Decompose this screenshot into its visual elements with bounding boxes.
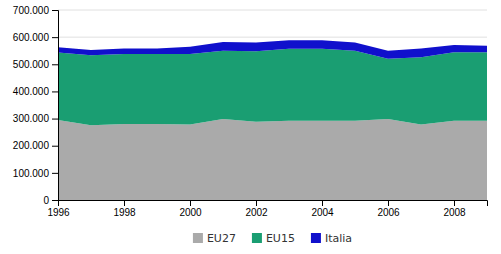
tick: 1996 [47, 200, 70, 218]
tick: 300.000 [13, 113, 58, 124]
tick-label: 600.000 [13, 32, 50, 43]
legend-item: EU15 [252, 232, 295, 245]
tick: 2002 [245, 200, 268, 218]
tick-label: 2008 [443, 207, 466, 218]
x-axis: 1996 1998 2000 2002 2004 2006 2008 [47, 200, 487, 218]
tick-label: 2006 [377, 207, 400, 218]
tick-label: 2000 [179, 207, 202, 218]
grid-line [58, 10, 487, 11]
y-axis: 0 100.000 200.000 300.000 400.000 500.000 600.… [13, 5, 59, 206]
legend-swatch [311, 233, 321, 243]
legend: EU27 EU15 Italia [193, 232, 352, 245]
tick: 700.000 [13, 5, 58, 16]
tick: 2006 [377, 200, 400, 218]
tick-label: 100.000 [13, 168, 50, 179]
tick-mark [388, 200, 389, 206]
tick-mark [52, 119, 58, 120]
legend-item: EU27 [193, 232, 236, 245]
tick-mark [322, 200, 323, 206]
legend-label: EU27 [207, 232, 236, 245]
tick-mark [124, 200, 125, 206]
tick-mark [52, 37, 58, 38]
area [58, 49, 487, 126]
axis-line [52, 11, 59, 201]
area [58, 40, 487, 59]
tick: 600.000 [13, 32, 58, 43]
tick-mark [52, 146, 58, 147]
tick: 2008 [443, 200, 466, 218]
tick-mark [52, 200, 58, 201]
tick: 400.000 [13, 86, 58, 97]
tick-label: 700.000 [13, 5, 50, 16]
tick-label: 0 [43, 195, 49, 206]
tick: 2004 [311, 200, 334, 218]
legend-swatch [193, 233, 203, 243]
tick-label: 300.000 [13, 113, 50, 124]
tick-label: 400.000 [13, 86, 50, 97]
tick: 0 [43, 195, 58, 206]
tick-mark [190, 200, 191, 206]
legend-label: Italia [325, 232, 352, 245]
grid-line [58, 37, 487, 38]
grid [58, 10, 487, 200]
tick: 2000 [179, 200, 202, 218]
legend-label: EU15 [266, 232, 295, 245]
tick-label: 2002 [245, 207, 268, 218]
legend-swatch [252, 233, 262, 243]
tick-label: 1996 [47, 207, 70, 218]
tick-label: 2004 [311, 207, 334, 218]
plot-area [58, 40, 487, 200]
tick: 500.000 [13, 59, 58, 70]
tick-label: 1998 [113, 207, 136, 218]
tick-mark [52, 91, 58, 92]
tick-mark [52, 173, 58, 174]
legend-item: Italia [311, 232, 352, 245]
tick: 100.000 [13, 168, 58, 179]
tick-label: 500.000 [13, 59, 50, 70]
tick-mark [52, 10, 58, 11]
area [58, 119, 487, 200]
axis-line [59, 201, 488, 207]
tick-label: 200.000 [13, 140, 50, 151]
tick: 200.000 [13, 140, 58, 151]
tick-mark [52, 64, 58, 65]
chart: 1996 1998 2000 2002 2004 2006 2008 0 100.000 200.… [0, 0, 501, 254]
tick-mark [454, 200, 455, 206]
tick-mark [256, 200, 257, 206]
tick: 1998 [113, 200, 136, 218]
